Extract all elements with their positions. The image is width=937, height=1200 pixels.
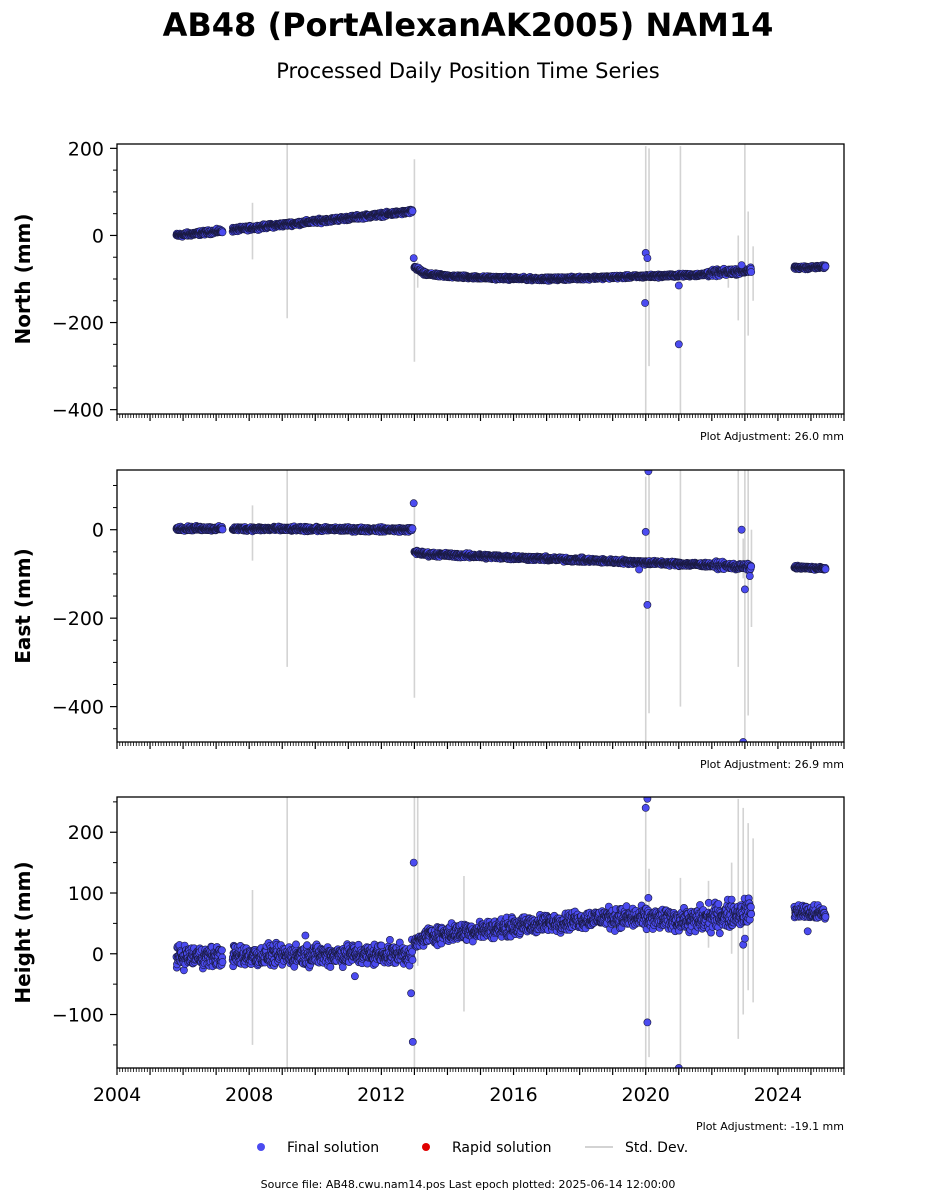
y-tick-label: −200 (52, 313, 104, 335)
data-point (747, 562, 756, 571)
data-point (821, 565, 830, 574)
data-point (674, 340, 683, 349)
axes-frame (116, 469, 845, 743)
y-axis-label: North (mm) (11, 213, 35, 344)
data-point (635, 565, 643, 574)
y-tick-label: −200 (52, 608, 104, 630)
data-point (821, 262, 830, 271)
data-point (643, 601, 652, 609)
data-point (408, 207, 417, 216)
data-point (737, 261, 746, 269)
y-tick-label: 0 (92, 225, 104, 247)
plot-area (172, 470, 830, 742)
data-point (643, 254, 652, 262)
data-point (409, 254, 418, 262)
data-point (745, 572, 754, 580)
y-axis-label: East (mm) (11, 548, 35, 664)
data-point (741, 585, 749, 594)
data-point (218, 525, 227, 534)
y-tick-label: −400 (52, 400, 104, 422)
plot-area (172, 144, 830, 414)
data-point (747, 268, 756, 276)
plot-area (172, 797, 830, 1068)
data-point (409, 499, 418, 508)
y-tick-label: 200 (68, 138, 104, 160)
data-point (674, 281, 683, 290)
figure-title: AB48 (PortAlexanAK2005) NAM14 (163, 6, 774, 44)
data-point (739, 738, 748, 742)
east-panel: 0 −200 −400 East (mm) Plot Adjustment: 26.9 … (11, 469, 845, 771)
data-point (408, 524, 417, 533)
data-point (644, 470, 653, 476)
y-tick-label: 0 (92, 520, 104, 542)
figure-subtitle: Processed Daily Position Time Series (276, 59, 660, 83)
north-panel: 200 0 −200 −400 North (mm) Plot Adjustment: 2… (11, 138, 845, 443)
data-point (218, 228, 227, 237)
plot-adjustment-note: Plot Adjustment: 26.9 mm (700, 758, 844, 771)
data-point (179, 966, 188, 975)
data-point (641, 528, 650, 536)
plot-adjustment-note: Plot Adjustment: 26.0 mm (700, 430, 844, 443)
y-tick-label: −400 (52, 697, 104, 719)
data-point (737, 525, 746, 534)
data-point (641, 299, 649, 307)
